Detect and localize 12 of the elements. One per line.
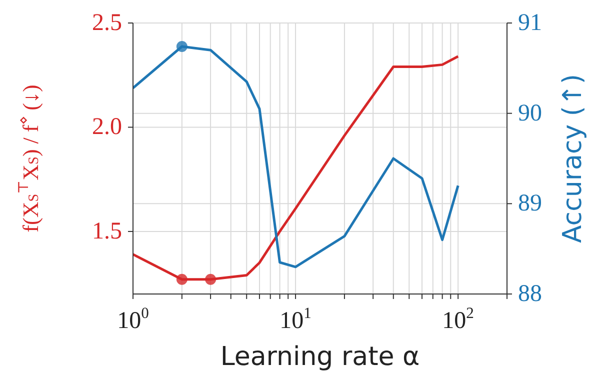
- x-tick-label: 10$^{0}$: [117, 305, 150, 334]
- y2-axis-title: Accuracy (↑): [558, 74, 588, 244]
- x-tick-label: 10$^{1}$: [280, 305, 312, 334]
- y2-tick-label: 89: [518, 190, 542, 217]
- y2-tick-label: 90: [518, 100, 542, 126]
- y2-tick-label: 91: [518, 10, 542, 36]
- x-tick-label: 10$^{2}$: [442, 305, 474, 334]
- y-tick-label: 1.5: [92, 218, 122, 244]
- x-axis-title: Learning rate α: [220, 342, 420, 372]
- y2-tick-label: 88: [518, 281, 542, 307]
- y-tick-label: 2.5: [92, 10, 122, 36]
- y-tick-label: 2.0: [92, 114, 122, 140]
